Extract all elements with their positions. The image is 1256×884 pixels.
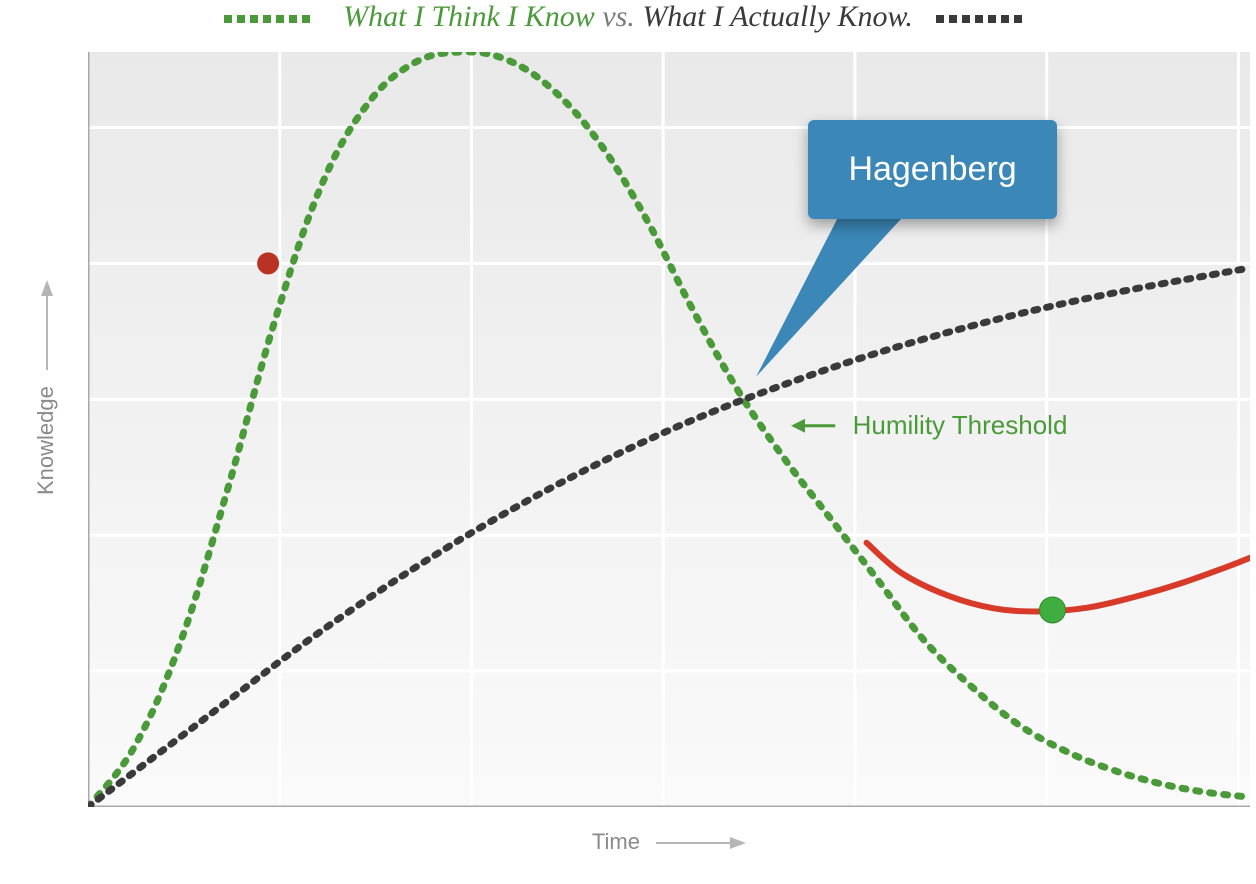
title-dots-left [224,12,320,26]
chart-title: What I Think I Know vs. What I Actually … [0,0,1256,34]
title-dots-right [936,12,1032,26]
title-part-2: What I Actually Know. [642,0,913,33]
x-axis-label: Time [592,829,746,855]
humility-threshold-text: Humility Threshold [853,410,1068,440]
y-axis-arrow-icon [40,280,54,370]
humility-threshold-label: Humility Threshold [853,410,1068,441]
title-vs: vs. [595,0,643,33]
chart-container: What I Think I Know vs. What I Actually … [0,0,1256,884]
callout-text: Hagenberg [848,150,1016,188]
callout-hagenberg: Hagenberg [808,120,1056,219]
chart-area: Knowledge Humility Threshold Hagenberg T… [60,52,1250,822]
x-axis-text: Time [592,829,640,854]
plot-svg [88,52,1250,807]
y-axis-text: Knowledge [33,386,58,495]
title-part-1: What I Think I Know [343,0,595,33]
y-axis-label: Knowledge [33,280,59,495]
plot-area: Humility Threshold Hagenberg Time [88,52,1250,807]
x-axis-arrow-icon [656,836,746,850]
